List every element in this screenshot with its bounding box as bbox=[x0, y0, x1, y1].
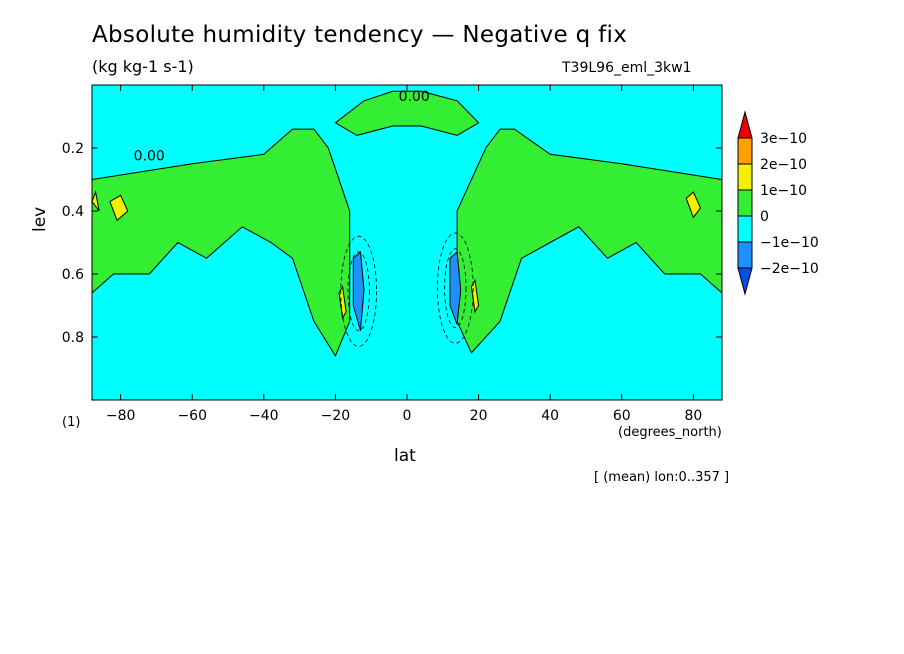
negative-contour-0-1 bbox=[340, 235, 377, 347]
x-tick-label-7: 60 bbox=[613, 408, 631, 424]
contour-region-6 bbox=[338, 285, 347, 320]
contour-region-1 bbox=[456, 128, 722, 354]
contour-labels: 0.00 0.00 bbox=[134, 89, 430, 165]
colorbar-label-4: −1e−10 bbox=[760, 235, 819, 251]
x-tick-label-1: −60 bbox=[177, 408, 207, 424]
x-tick-label-6: 40 bbox=[541, 408, 559, 424]
x-axis-label: lat bbox=[394, 446, 416, 466]
colorbar-label-2: 1e−10 bbox=[760, 183, 807, 199]
y-tick-label-0: 0.2 bbox=[62, 141, 84, 157]
y-axis: 0.2 0.4 0.6 0.8 bbox=[62, 141, 722, 346]
x-tick-label-0: −80 bbox=[106, 408, 136, 424]
y-tick-label-2: 0.6 bbox=[62, 267, 84, 283]
contour-region-4 bbox=[685, 191, 702, 219]
contour-regions bbox=[92, 90, 722, 357]
colorbar-top-arrow bbox=[737, 110, 753, 139]
colorbar-label-1: 2e−10 bbox=[760, 157, 807, 173]
averaging-note: [ (mean) lon:0..357 ] bbox=[594, 470, 730, 485]
colorbar-box-5 bbox=[737, 241, 753, 269]
contour-region-8 bbox=[352, 250, 365, 331]
colorbar: 3e−10 2e−10 1e−10 0 −1e−10 −2e−10 bbox=[737, 110, 819, 296]
contour-region-9 bbox=[449, 250, 462, 325]
negative-contours bbox=[340, 232, 474, 347]
y-axis-label: lev bbox=[30, 206, 50, 232]
x-tick-label-4: 0 bbox=[403, 408, 412, 424]
contour-region-5 bbox=[92, 190, 100, 212]
colorbar-label-5: −2e−10 bbox=[760, 261, 819, 277]
x-axis-unit: (degrees_north) bbox=[618, 425, 722, 440]
colorbar-box-1 bbox=[737, 137, 753, 165]
contour-label-1: 0.00 bbox=[134, 149, 165, 165]
chart-title: Absolute humidity tendency — Negative q … bbox=[92, 22, 628, 48]
y-tick-label-3: 0.8 bbox=[62, 330, 84, 346]
negative-contour-1-0 bbox=[444, 248, 467, 328]
chart-units: (kg kg-1 s-1) bbox=[92, 57, 194, 76]
contour-label-0: 0.00 bbox=[399, 89, 430, 105]
colorbar-box-4 bbox=[737, 215, 753, 243]
run-id: T39L96_eml_3kw1 bbox=[562, 60, 692, 76]
negative-contour-0-0 bbox=[347, 251, 370, 332]
colorbar-box-2 bbox=[737, 163, 753, 191]
y-axis-unit: (1) bbox=[62, 415, 81, 430]
contour-region-3 bbox=[109, 194, 129, 222]
x-axis: −80 −60 −40 −20 0 20 40 60 80 bbox=[106, 85, 702, 424]
contour-region-0 bbox=[92, 128, 351, 357]
x-tick-label-2: −40 bbox=[249, 408, 279, 424]
x-tick-label-5: 20 bbox=[470, 408, 488, 424]
contour-region-2 bbox=[334, 90, 480, 136]
colorbar-label-0: 3e−10 bbox=[760, 131, 807, 147]
negative-contour-1-1 bbox=[437, 232, 474, 344]
x-tick-label-3: −20 bbox=[321, 408, 351, 424]
x-tick-label-8: 80 bbox=[684, 408, 702, 424]
colorbar-box-3 bbox=[737, 189, 753, 217]
colorbar-bottom-arrow bbox=[737, 267, 753, 296]
colorbar-label-3: 0 bbox=[760, 209, 769, 225]
y-tick-label-1: 0.4 bbox=[62, 204, 84, 220]
